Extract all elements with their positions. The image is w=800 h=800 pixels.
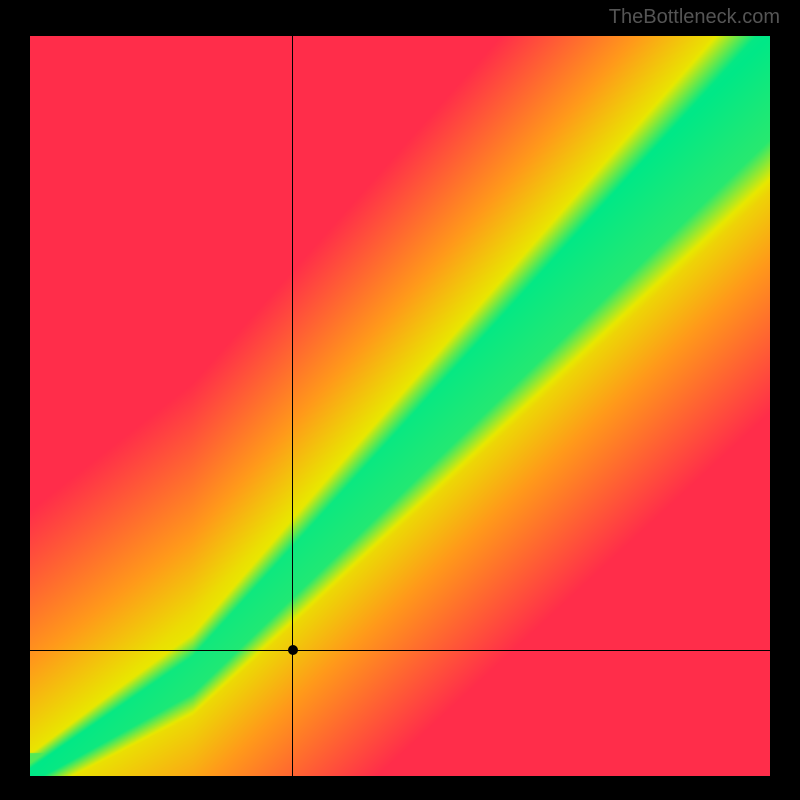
attribution-text[interactable]: TheBottleneck.com: [609, 6, 780, 29]
chart-container: TheBottleneck.com: [0, 0, 800, 800]
plot-area: [30, 36, 770, 776]
data-point-marker: [288, 645, 298, 655]
crosshair-horizontal: [30, 650, 770, 651]
crosshair-vertical: [292, 36, 293, 776]
heatmap-canvas: [30, 36, 770, 776]
